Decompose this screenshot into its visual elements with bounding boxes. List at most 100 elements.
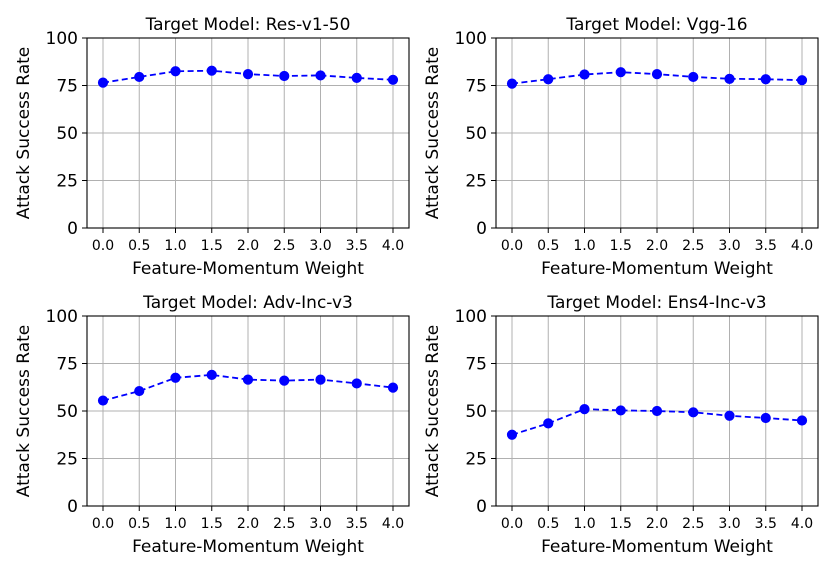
data-point (579, 404, 590, 415)
x-tick-label: 1.5 (610, 238, 632, 254)
x-tick-label: 0.5 (537, 238, 559, 254)
x-tick-label: 1.5 (201, 516, 223, 532)
y-tick-label: 0 (67, 497, 78, 517)
y-tick-label: 0 (476, 497, 487, 517)
x-tick-label: 4.0 (791, 238, 813, 254)
data-point (351, 72, 362, 84)
x-tick-label: 0.0 (92, 516, 114, 532)
x-tick-label: 1.5 (201, 238, 223, 254)
y-tick-label: 100 (46, 29, 78, 49)
subplot-vgg-16: Target Model: Vgg-16 Attack Success Rate… (423, 15, 819, 279)
x-tick-label: 3.5 (755, 516, 777, 532)
x-tick-label: 3.5 (346, 238, 368, 254)
data-point (760, 74, 771, 85)
data-point (543, 418, 554, 429)
y-tick-label: 75 (56, 355, 78, 375)
x-tick-label: 2.0 (237, 238, 259, 254)
data-point (724, 410, 735, 421)
data-point (315, 70, 326, 81)
data-point (97, 77, 109, 88)
data-point (506, 78, 518, 89)
data-point (170, 372, 181, 383)
data-point (506, 429, 518, 440)
y-tick-label: 25 (56, 172, 78, 192)
y-tick-label: 25 (56, 450, 78, 470)
y-tick-label: 100 (46, 307, 78, 327)
y-tick-label: 100 (455, 29, 487, 49)
x-tick-label: 1.0 (573, 516, 595, 532)
data-point (351, 378, 362, 389)
subplot-ens4-inc-v3: Target Model: Ens4-Inc-v3 Attack Success… (423, 293, 819, 557)
y-tick-label: 75 (465, 355, 487, 375)
data-point (796, 75, 808, 86)
data-point (97, 395, 109, 406)
data-point (315, 374, 326, 385)
data-point (170, 66, 181, 77)
grid (87, 315, 409, 507)
subplot-adv-inc-v3: Target Model: Adv-Inc-v3 Attack Success … (14, 293, 410, 557)
grid (496, 37, 818, 229)
data-point (134, 385, 145, 397)
y-tick-label: 50 (465, 124, 487, 144)
y-tick-label: 50 (465, 402, 487, 422)
data-point (724, 73, 735, 84)
x-axis-label: Feature-Momentum Weight (132, 259, 364, 279)
y-tick-label: 50 (56, 402, 78, 422)
data-point (206, 65, 217, 76)
x-tick-label: 3.0 (718, 516, 740, 532)
y-axis-label: Attack Success Rate (14, 47, 34, 220)
data-point (279, 375, 290, 386)
x-tick-label: 3.5 (755, 238, 777, 254)
subplot-title: Target Model: Vgg-16 (565, 15, 747, 35)
data-point (651, 405, 663, 417)
data-point (615, 405, 626, 416)
x-tick-label: 2.5 (682, 516, 704, 532)
x-tick-label: 2.0 (646, 516, 668, 532)
x-tick-label: 0.5 (128, 238, 150, 254)
x-axis-label: Feature-Momentum Weight (541, 537, 773, 557)
x-tick-label: 0.0 (92, 238, 114, 254)
data-point (760, 412, 771, 424)
y-axis-label: Attack Success Rate (14, 325, 34, 498)
subplot-res-v1-50: Target Model: Res-v1-50 Attack Success R… (14, 15, 410, 279)
y-tick-label: 100 (455, 307, 487, 327)
x-tick-label: 4.0 (791, 516, 813, 532)
x-tick-label: 1.0 (164, 238, 186, 254)
series-line (511, 408, 803, 436)
data-point (387, 382, 399, 393)
x-tick-label: 0.5 (128, 516, 150, 532)
subplot-title: Target Model: Ens4-Inc-v3 (546, 293, 766, 313)
subplot-title: Target Model: Adv-Inc-v3 (142, 293, 353, 313)
x-axis-label: Feature-Momentum Weight (132, 537, 364, 557)
y-tick-label: 25 (465, 172, 487, 192)
data-point (615, 67, 626, 78)
series-line (102, 373, 394, 402)
data-point (387, 74, 399, 85)
x-tick-label: 1.0 (573, 238, 595, 254)
x-tick-label: 4.0 (382, 238, 404, 254)
data-point (796, 415, 808, 426)
y-tick-label: 75 (56, 77, 78, 97)
data-point (543, 74, 554, 85)
y-tick-label: 50 (56, 124, 78, 144)
y-tick-label: 75 (465, 77, 487, 97)
x-tick-label: 2.0 (646, 238, 668, 254)
data-point (579, 69, 590, 80)
x-axis-label: Feature-Momentum Weight (541, 259, 773, 279)
data-point (206, 369, 217, 380)
x-tick-label: 1.5 (610, 516, 632, 532)
y-tick-label: 25 (465, 450, 487, 470)
x-tick-label: 3.0 (309, 516, 331, 532)
data-point (688, 407, 699, 418)
data-point (688, 71, 699, 83)
x-tick-label: 2.5 (682, 238, 704, 254)
x-tick-label: 3.0 (309, 238, 331, 254)
x-tick-label: 2.5 (273, 516, 295, 532)
y-axis-label: Attack Success Rate (423, 325, 443, 498)
x-tick-label: 1.0 (164, 516, 186, 532)
data-point (279, 70, 290, 82)
grid (87, 37, 409, 229)
x-tick-label: 2.5 (273, 238, 295, 254)
x-tick-label: 4.0 (382, 516, 404, 532)
